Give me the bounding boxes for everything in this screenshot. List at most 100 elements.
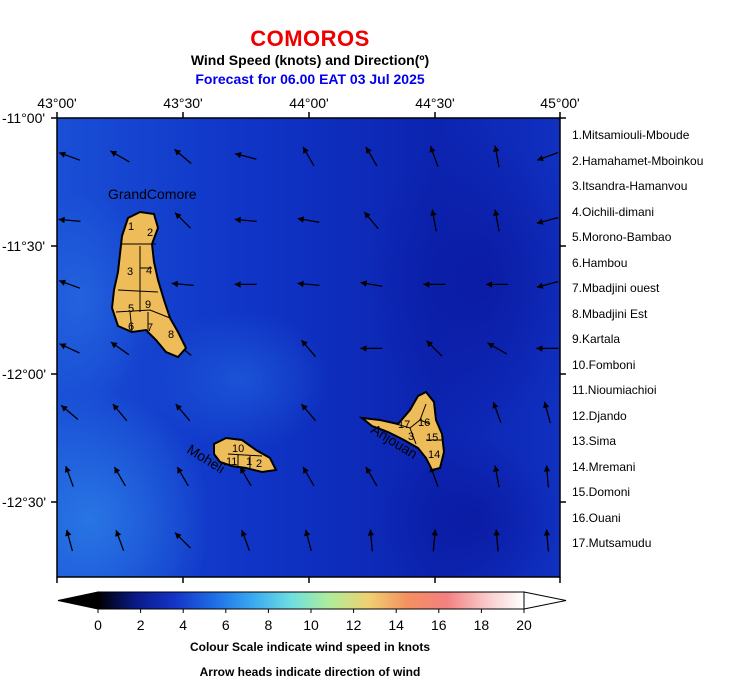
wind-arrow: [492, 401, 502, 423]
wind-arrow: [240, 529, 251, 551]
wind-arrow: [493, 465, 500, 488]
wind-arrow: [300, 339, 317, 358]
wind-arrow: [112, 403, 128, 422]
wind-arrow: [493, 145, 500, 168]
wind-arrow: [297, 216, 320, 223]
legend-item: 10.Fomboni: [572, 357, 636, 372]
wind-arrow: [174, 532, 191, 549]
lat-tick-label: -11°30': [2, 238, 46, 254]
region-number: 1: [246, 456, 252, 468]
wind-arrow: [60, 404, 79, 420]
wind-arrow: [365, 466, 378, 487]
colorbar-tick-label: 18: [473, 617, 490, 633]
region-number: 6: [128, 321, 134, 333]
region-number: 10: [232, 443, 244, 455]
region-number: 8: [168, 329, 174, 341]
wind-arrow: [304, 529, 312, 552]
wind-arrow: [429, 145, 439, 167]
wind-arrow: [536, 151, 559, 162]
legend-item: 1.Mitsamiouli-Mboude: [572, 128, 690, 142]
legend-item: 7.Mbadjini ouest: [572, 281, 660, 295]
region-number: 1: [128, 221, 134, 233]
wind-arrow: [109, 150, 130, 163]
wind-arrow: [58, 279, 81, 289]
region-number: 16: [418, 417, 430, 429]
legend-item: 17.Mutsamudu: [572, 536, 652, 550]
colorbar-tick-label: 0: [94, 617, 102, 633]
region-legend: 1.Mitsamiouli-Mboude 2.Hamahamet-Mboinko…: [572, 127, 750, 561]
wind-arrows: [58, 145, 559, 552]
island-label-grand-comore: GrandComore: [108, 186, 197, 202]
region-number: 11: [226, 456, 237, 468]
region-number: 17: [398, 419, 410, 431]
legend-item: 12.Djando: [572, 408, 627, 423]
colorbar-low-cap: [57, 591, 99, 610]
region-number: 14: [428, 449, 440, 461]
wind-arrow: [493, 209, 500, 232]
lon-tick-label: 45°00': [540, 95, 580, 111]
colorbar-tick-label: 20: [516, 617, 532, 633]
moheli-region-numbers: 10 11 1 2: [226, 443, 262, 470]
legend-item: 9.Kartala: [572, 332, 621, 346]
wind-arrow: [234, 152, 257, 160]
legend-item: 11.Nioumiachioi: [572, 383, 657, 397]
sea-background: [57, 118, 560, 577]
island-anjouan: [358, 390, 446, 472]
region-number: 2: [147, 227, 153, 239]
wind-arrow: [174, 212, 191, 229]
wind-arrow: [65, 529, 74, 552]
region-number: 2: [256, 458, 262, 470]
map-title: COMOROS: [250, 26, 370, 51]
wind-arrow: [423, 281, 446, 288]
wind-arrow: [300, 403, 317, 422]
wind-arrow: [536, 345, 559, 352]
forecast-time: Forecast for 06.00 EAT 03 Jul 2025: [195, 71, 425, 87]
lon-tick-label: 44°00': [289, 95, 329, 111]
region-number: 3: [127, 266, 133, 278]
colorbar-caption: Colour Scale indicate wind speed in knot…: [189, 640, 431, 654]
wind-arrow: [171, 280, 194, 288]
wind-arrow: [58, 216, 81, 224]
colorbar-tick-label: 12: [345, 617, 362, 633]
colorbar-tick-label: 8: [264, 617, 273, 633]
wind-arrow: [110, 341, 130, 356]
legend-item: 13.Sima: [572, 434, 617, 448]
wind-arrow: [175, 403, 191, 422]
colorbar: [57, 591, 567, 613]
lon-tick-label: 43°00': [37, 95, 77, 111]
legend-item: 6.Hambou: [572, 255, 628, 270]
map-subtitle: Wind Speed (knots) and Direction(º): [190, 52, 430, 68]
wind-arrow: [113, 466, 126, 487]
wind-arrow: [487, 342, 508, 355]
legend-item: 15.Domoni: [572, 485, 631, 499]
legend-item: 4.Oichili-dimani: [572, 204, 655, 219]
grand-comore-region-numbers: 1 2 3 4 5 9 6 7 8: [127, 221, 174, 341]
lat-tick-label: -12°30': [2, 494, 47, 510]
wind-arrow: [239, 466, 252, 487]
lat-tick-label: -11°00': [2, 110, 46, 126]
island-moheli: [213, 436, 278, 474]
region-number: 3: [408, 431, 414, 443]
region-number: 7: [147, 322, 153, 334]
wind-arrow: [367, 529, 375, 552]
map-tick-marks: [51, 112, 566, 583]
wind-arrow: [59, 343, 80, 354]
wind-arrow: [365, 146, 378, 167]
region-number: 15: [426, 432, 438, 444]
region-number: 9: [145, 299, 151, 311]
wind-arrow: [543, 529, 551, 552]
wind-arrow: [297, 280, 320, 288]
wind-arrow: [234, 281, 257, 288]
wind-arrow: [536, 216, 559, 225]
legend-item: 16.Ouani: [572, 510, 621, 525]
anjouan-region-numbers: 17 16 15 3 14: [398, 417, 440, 461]
legend-item: 8.Mbadjini Est: [572, 306, 648, 321]
island-grand-comore: [110, 210, 188, 359]
wind-arrow: [486, 281, 509, 288]
legend-item: 2.Hamahamet-Mboinkou: [572, 153, 704, 168]
wind-arrow: [234, 216, 257, 224]
wind-arrow: [426, 340, 443, 357]
lat-tick-label: -12°00': [2, 366, 47, 382]
wind-arrow: [543, 465, 551, 488]
